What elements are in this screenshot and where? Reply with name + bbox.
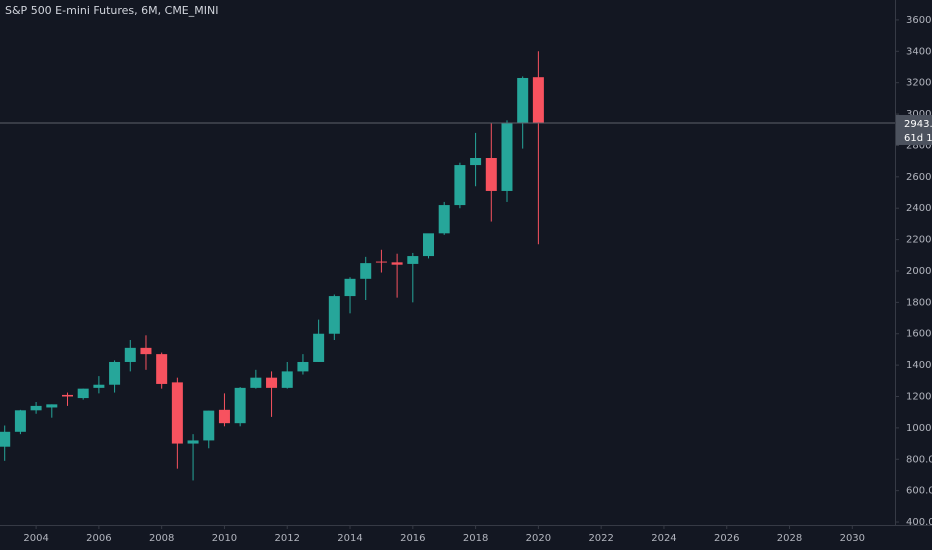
candle-body (470, 158, 482, 166)
y-tick-label: 2600.00 (906, 172, 932, 183)
y-tick-label: 3600.00 (906, 15, 932, 26)
candle-body (46, 404, 58, 408)
candle-body (281, 371, 293, 388)
candle-body (438, 205, 450, 234)
candle-body (250, 377, 262, 388)
y-tick-label: 1400.00 (906, 360, 932, 371)
y-tick-label: 2400.00 (906, 203, 932, 214)
candle-body (140, 347, 152, 355)
candle-body (391, 262, 403, 265)
candle-body (517, 77, 529, 123)
y-tick-label: 3000.00 (906, 109, 932, 120)
candle-body (234, 387, 246, 424)
x-tick-label: 2024 (651, 533, 676, 544)
y-tick-label: 2800.00 (906, 140, 932, 151)
chart-title: S&P 500 E-mini Futures, 6M, CME_MINI (5, 4, 218, 17)
candle-body (532, 77, 544, 123)
candle-body (266, 377, 278, 388)
candle-body (344, 278, 356, 297)
candle-body (187, 440, 199, 444)
candle-body (124, 347, 136, 362)
x-tick-label: 2026 (714, 533, 739, 544)
x-tick-label: 2008 (149, 533, 174, 544)
x-tick-label: 2030 (840, 533, 865, 544)
candle-body (407, 256, 419, 264)
countdown-label: 61d 13h (904, 133, 932, 144)
y-tick-label: 600.00 (906, 486, 932, 497)
y-tick-label: 2200.00 (906, 235, 932, 246)
candle-body (328, 296, 340, 334)
y-tick-label: 400.00 (906, 517, 932, 528)
candle-body (375, 261, 387, 263)
y-tick-label: 2000.00 (906, 266, 932, 277)
y-tick-label: 1600.00 (906, 329, 932, 340)
candle-body (171, 382, 183, 444)
candle-body (0, 431, 11, 447)
candle-body (423, 233, 435, 257)
y-tick-label: 1800.00 (906, 297, 932, 308)
y-tick-label: 3200.00 (906, 78, 932, 89)
x-tick-label: 2018 (463, 533, 488, 544)
x-tick-label: 2010 (212, 533, 237, 544)
last-price-label: 2943.25 (904, 119, 932, 130)
candle-body (109, 361, 121, 385)
candle-body (313, 333, 325, 362)
candle-body (30, 405, 42, 411)
y-tick-label: 1200.00 (906, 391, 932, 402)
last-price-box (896, 114, 932, 145)
x-tick-label: 2022 (588, 533, 613, 544)
y-tick-label: 800.00 (906, 454, 932, 465)
x-tick-label: 2004 (23, 533, 48, 544)
candle-body (297, 361, 309, 372)
candle-body (203, 410, 215, 441)
y-tick-label: 3400.00 (906, 46, 932, 57)
candle-body (454, 165, 466, 206)
x-tick-label: 2028 (777, 533, 802, 544)
y-tick-label: 1000.00 (906, 423, 932, 434)
candle-body (501, 122, 513, 191)
x-tick-label: 2020 (526, 533, 551, 544)
x-tick-label: 2014 (337, 533, 362, 544)
candle-body (61, 394, 73, 397)
candle-body (93, 384, 105, 388)
x-tick-label: 2012 (275, 533, 300, 544)
candle-body (360, 263, 372, 279)
candle-body (485, 158, 497, 191)
x-tick-label: 2006 (86, 533, 111, 544)
candle-body (156, 354, 168, 384)
candle-body (218, 409, 230, 424)
candle-body (77, 388, 89, 399)
candle-body (14, 410, 26, 432)
x-tick-label: 2016 (400, 533, 425, 544)
